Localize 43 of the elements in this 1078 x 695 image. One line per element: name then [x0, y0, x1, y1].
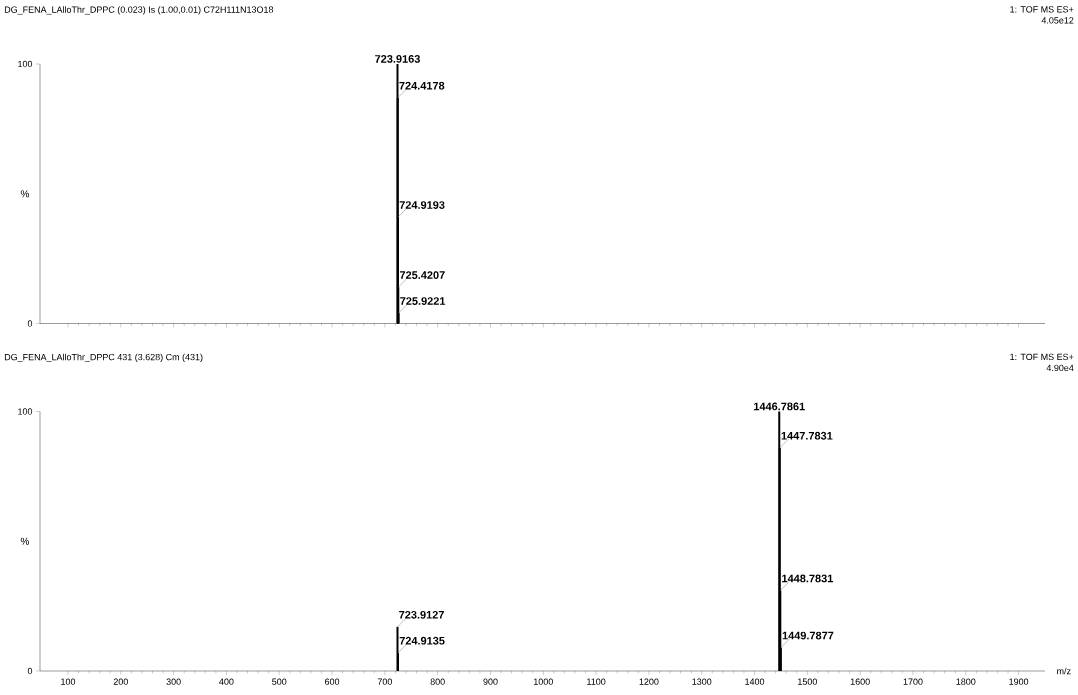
x-tick-label: 1600	[850, 678, 870, 685]
chart-title: DG_FENA_LAlloThr_DPPC (0.023) Is (1.00,0.01) C72H111N13O18	[4, 6, 274, 15]
y-tick-label: 0	[27, 320, 33, 327]
annotation: 724.4178	[399, 81, 445, 90]
x-tick-label: 900	[483, 678, 498, 685]
x-tick-label: 800	[430, 678, 445, 685]
annotation: 723.9127	[399, 610, 444, 619]
x-tick-label: 700	[377, 678, 392, 685]
x-tick-label: 1100	[587, 678, 606, 685]
x-tick-label: 1800	[956, 678, 976, 685]
annotation: 1448.7831	[782, 574, 833, 583]
chart-title: DG_FENA_LAlloThr_DPPC 431 (3.628) Cm (431)	[4, 353, 203, 363]
y-tick-label: 100	[18, 408, 33, 415]
annotation: 725.4207	[399, 271, 445, 279]
x-tick-label: 1900	[1009, 678, 1029, 685]
x-tick-label: 600	[325, 678, 340, 685]
x-tick-label: 100	[61, 678, 76, 685]
annotation: 1449.7877	[782, 631, 834, 640]
x-tick-label: 400	[219, 678, 234, 685]
x-tick-label: 1300	[692, 678, 712, 685]
annotation: 1446.7861	[754, 402, 805, 411]
annotation: 724.9193	[399, 201, 445, 209]
x-tick-label: 1400	[745, 678, 765, 685]
y-tick-label: 0	[27, 667, 33, 675]
x-tick-label: 200	[113, 678, 128, 685]
text: 4.90e4	[1046, 364, 1074, 372]
annotation: 1447.7831	[781, 431, 833, 440]
x-axis-title: m/z	[1057, 667, 1071, 675]
text: 1: TOF MS ES+	[1010, 6, 1074, 13]
y-tick-label: 100	[18, 60, 33, 68]
x-tick-label: 300	[166, 678, 181, 685]
text: 4.05e12	[1041, 17, 1074, 24]
x-tick-label: 1500	[798, 678, 817, 685]
y-axis-title: %	[20, 190, 30, 198]
annotation: 725.9221	[400, 297, 446, 305]
x-tick-label: 500	[272, 678, 287, 685]
annotation: 724.9135	[399, 636, 445, 645]
x-tick-label: 1000	[534, 678, 553, 685]
text: 1: TOF MS ES+	[1010, 353, 1074, 361]
x-tick-label: 1700	[903, 678, 923, 685]
y-axis-title: %	[20, 537, 30, 545]
x-tick-label: 1200	[639, 678, 659, 685]
annotation: 723.9163	[375, 55, 420, 63]
